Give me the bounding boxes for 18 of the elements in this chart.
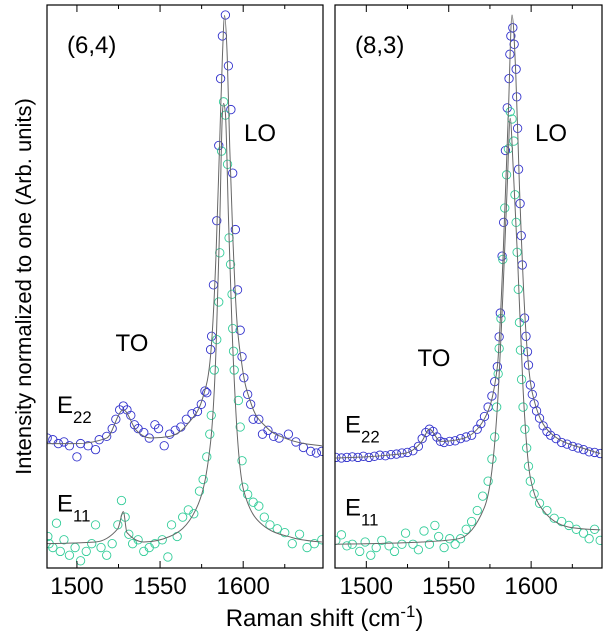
annotation: LO <box>244 120 276 148</box>
text: (6,4) <box>67 32 116 59</box>
text: (8,3) <box>355 32 404 59</box>
x-tick-label: 1500 <box>50 573 104 600</box>
x-tick-label: 1500 <box>340 573 394 600</box>
annotation: LO <box>534 120 568 148</box>
x-tick-label: 1600 <box>504 573 558 600</box>
series-label: E$_{11}$ <box>57 490 90 525</box>
series-label: E$_{11}$ <box>345 494 378 529</box>
x-tick-label: 1550 <box>133 573 187 600</box>
x-tick-label: 1550 <box>422 573 476 600</box>
x-axis-title: Raman shift (cm$^{-1}$) <box>226 602 424 632</box>
annotation: TO <box>116 330 148 358</box>
y-axis-title: Intensity normalized to one (Arb. units) <box>11 98 36 475</box>
annotation: TO <box>418 345 450 372</box>
series-label: E$_{22}$ <box>57 392 92 427</box>
x-tick-label: 1600 <box>216 573 270 600</box>
series-label: E$_{22}$ <box>345 411 380 446</box>
